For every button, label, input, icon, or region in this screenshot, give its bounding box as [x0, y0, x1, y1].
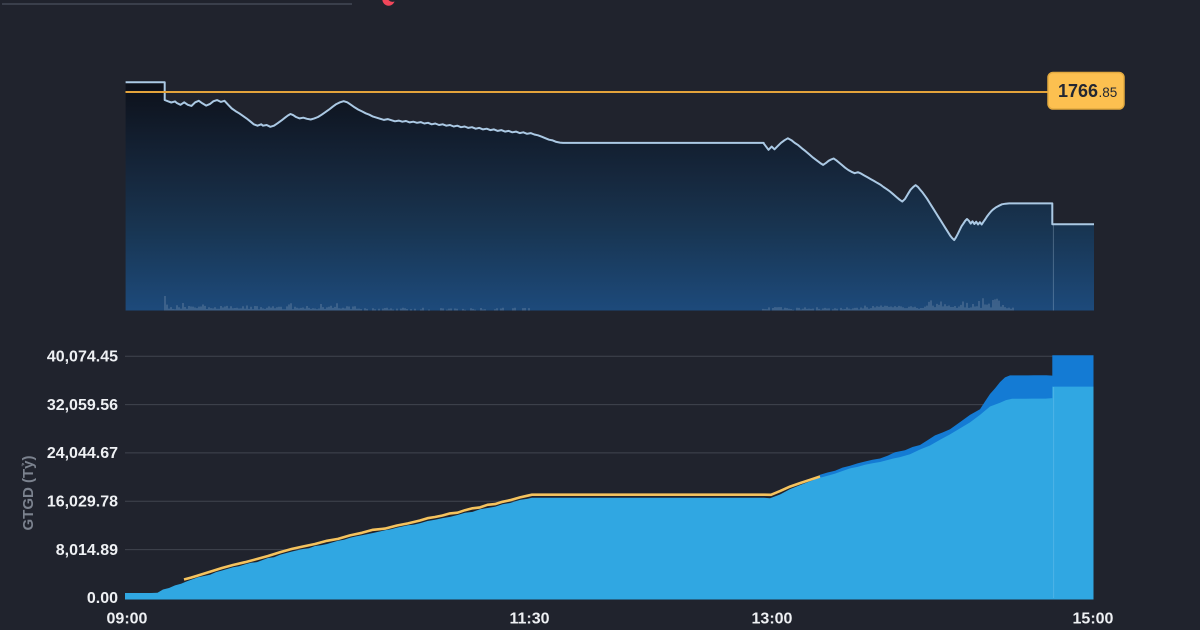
- svg-text:11:30: 11:30: [509, 611, 549, 628]
- svg-text:8,014.89: 8,014.89: [56, 542, 118, 559]
- svg-text:15:00: 15:00: [1073, 611, 1114, 628]
- svg-text:0.00: 0.00: [87, 590, 118, 607]
- svg-text:16,029.78: 16,029.78: [47, 494, 118, 511]
- svg-text:32,059.56: 32,059.56: [47, 397, 118, 414]
- svg-text:.85: .85: [1099, 85, 1118, 100]
- svg-text:GTGD (Tỷ): GTGD (Tỷ): [20, 456, 37, 531]
- svg-text:40,074.45: 40,074.45: [47, 348, 118, 365]
- svg-text:1766: 1766: [1058, 81, 1098, 101]
- svg-text:09:00: 09:00: [107, 611, 148, 628]
- svg-text:24,044.67: 24,044.67: [47, 445, 118, 462]
- svg-text:13:00: 13:00: [752, 611, 793, 628]
